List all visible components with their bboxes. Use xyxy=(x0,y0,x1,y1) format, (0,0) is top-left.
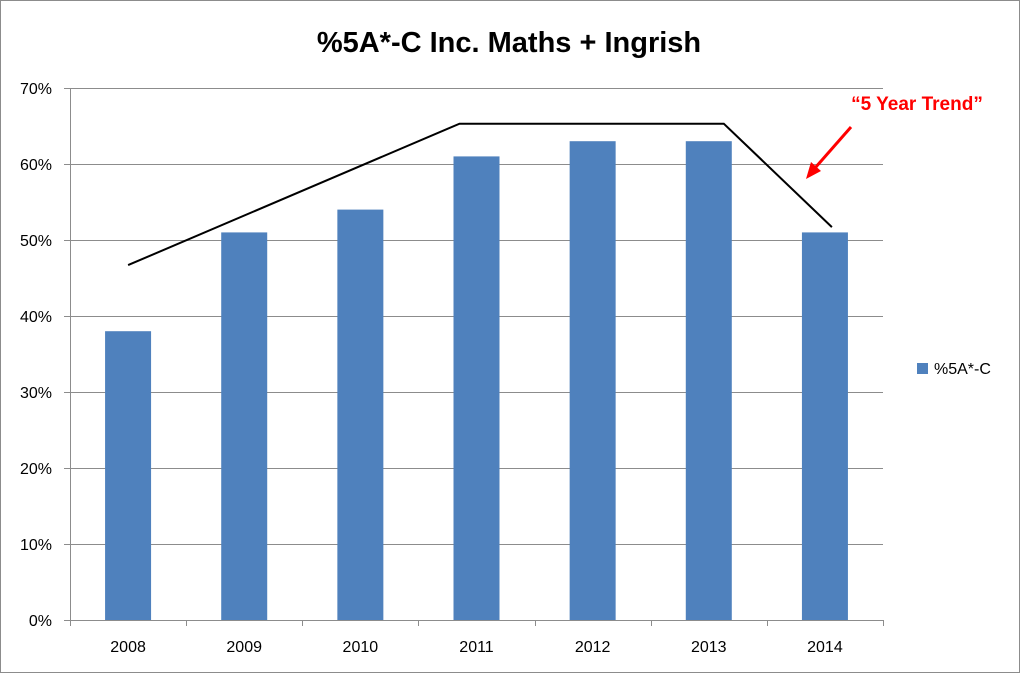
x-tick-label-2008: 2008 xyxy=(110,639,146,656)
legend-label: %5A*-C xyxy=(934,361,991,378)
x-tick-label-2012: 2012 xyxy=(575,639,611,656)
x-tick-label-2013: 2013 xyxy=(691,639,727,656)
trend-line xyxy=(127,122,833,267)
bar-2011 xyxy=(453,156,500,620)
annotation-text: “5 Year Trend” xyxy=(851,94,983,115)
legend-swatch xyxy=(917,363,928,374)
bars xyxy=(105,141,848,620)
y-tick-label-30: 30% xyxy=(20,385,52,402)
x-tick-label-2010: 2010 xyxy=(343,639,379,656)
y-axis-tick-labels: 0% 10% 20% 30% 40% 50% 60% 70% xyxy=(20,81,52,630)
legend: %5A*-C xyxy=(917,361,991,378)
annotation-arrow-shaft xyxy=(813,126,853,169)
y-tick-label-0: 0% xyxy=(29,613,52,630)
y-tick-label-50: 50% xyxy=(20,233,52,250)
x-tick-label-2011: 2011 xyxy=(459,639,494,656)
y-tick-label-20: 20% xyxy=(20,461,52,478)
bar-2010 xyxy=(337,209,384,620)
y-tick-label-70: 70% xyxy=(20,81,52,98)
annotation-arrow-head xyxy=(806,162,821,179)
bar-2014 xyxy=(801,232,848,620)
x-axis-tick-labels: 2008 2009 2010 2011 2012 2013 2014 xyxy=(110,639,843,656)
y-tick-label-60: 60% xyxy=(20,157,52,174)
trend-annotation: “5 Year Trend” xyxy=(806,94,983,179)
chart-title: %5A*-C Inc. Maths + Ingrish xyxy=(317,27,701,59)
bar-2012 xyxy=(569,141,616,620)
bar-2008 xyxy=(105,331,152,620)
y-tick-label-10: 10% xyxy=(20,537,52,554)
bar-2009 xyxy=(221,232,268,620)
y-tick-label-40: 40% xyxy=(20,309,52,326)
x-tick-label-2014: 2014 xyxy=(807,639,843,656)
axes xyxy=(64,88,884,626)
bar-2013 xyxy=(685,141,732,620)
x-tick-label-2009: 2009 xyxy=(226,639,262,656)
